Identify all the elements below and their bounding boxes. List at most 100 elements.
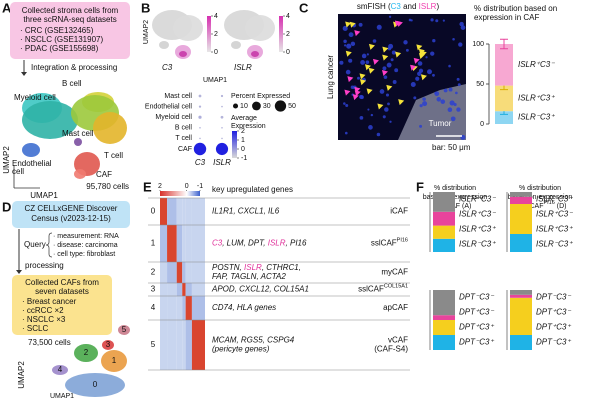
nucleus	[343, 44, 347, 47]
column-label: C3	[195, 158, 206, 167]
heatmap-block	[185, 296, 192, 320]
arrowhead-marker	[368, 67, 375, 74]
bar-segment	[433, 290, 455, 316]
nucleus	[388, 15, 392, 18]
nucleus	[391, 50, 396, 55]
arrowhead-marker	[382, 46, 389, 53]
dot	[198, 115, 202, 119]
bar-segment	[433, 225, 455, 239]
column-label: ISLR	[213, 158, 231, 167]
nucleus	[418, 68, 424, 73]
source-box	[12, 201, 130, 228]
nucleus	[456, 107, 461, 112]
bar-segment	[433, 335, 455, 350]
row-label: Mast cell	[164, 93, 192, 100]
heatmap-block	[167, 320, 177, 370]
nucleus	[447, 107, 453, 113]
scale-label: bar: 50 μm	[432, 143, 471, 152]
heatmap-block	[176, 296, 183, 320]
bar-segment	[510, 196, 532, 204]
nucleus	[368, 125, 373, 130]
nucleus	[357, 76, 360, 80]
segment-label: ISLR⁺C3⁺	[536, 225, 573, 234]
chart-title: expression in CAF	[474, 13, 539, 22]
text-part: , LUM, DPT,	[222, 239, 268, 248]
text-part: sslCAF	[358, 285, 384, 294]
gene-list: C3, LUM, DPT, ISLR, PI16	[212, 239, 307, 248]
heatmap-block	[176, 320, 183, 370]
tick-label: 0	[286, 49, 290, 56]
nucleus	[413, 96, 417, 100]
nucleus	[457, 83, 461, 87]
nucleus	[458, 42, 463, 47]
criterion: · disease: carcinoma	[53, 242, 118, 249]
panel-letter: A	[2, 0, 12, 15]
bar-segment	[433, 238, 455, 252]
nucleus	[385, 93, 390, 97]
nucleus	[459, 21, 464, 27]
cluster-label: B cell	[62, 79, 82, 88]
cluster-number: 5	[151, 340, 156, 349]
column-header: key upregulated genes	[212, 185, 293, 194]
heatmap-block	[167, 262, 177, 283]
heatmap-block	[185, 225, 192, 262]
cluster-number: 1	[151, 239, 156, 248]
nucleus	[348, 58, 353, 63]
arrow-head	[16, 270, 22, 274]
heatmap-block	[191, 198, 205, 225]
panel-letter: C	[299, 0, 309, 15]
cluster-label: Mast cell	[62, 129, 94, 138]
row-label: Endothelial cell	[145, 103, 193, 110]
nucleus	[346, 43, 352, 49]
gene-list: FAP, TAGLN, ACTA2	[212, 272, 286, 281]
legend-title: Average	[231, 115, 257, 122]
colorbar	[232, 131, 237, 158]
cluster-name: sslCAFCOL15A1	[358, 284, 408, 294]
heatmap-block	[167, 296, 177, 320]
dataset: · Breast cancer	[22, 297, 77, 306]
heatmap-block	[182, 262, 186, 283]
tick-label: 50	[476, 81, 484, 88]
cluster-label: 4	[58, 365, 63, 374]
dataset-box	[10, 2, 130, 59]
dot	[220, 94, 224, 98]
legend-title: Percent Expressed	[231, 93, 290, 100]
text-part: myCAF	[381, 268, 408, 277]
text-part: , PI16	[286, 239, 307, 248]
text-part: ISLR	[244, 263, 262, 272]
dot	[215, 142, 229, 156]
gene-list: MCAM, RGS5, CSPG4	[212, 336, 295, 345]
arrowhead-marker	[364, 64, 371, 71]
umap-cluster	[93, 112, 127, 144]
text-part: IL1R1, CXCL1, IL6	[212, 207, 280, 216]
segment-label: DPT⁻C3⁺	[536, 338, 571, 347]
tick-label: 2	[241, 128, 245, 135]
bar-segment	[433, 211, 455, 226]
tick-label: 1	[241, 137, 245, 144]
heatmap-block	[191, 262, 205, 283]
dot	[221, 137, 223, 140]
cluster-name: sslCAFPI16	[371, 238, 408, 248]
nucleus	[339, 60, 344, 65]
nucleus	[386, 62, 392, 68]
cluster-label: Endothelial	[12, 159, 52, 168]
nucleus	[419, 124, 423, 128]
bar-segment	[495, 111, 513, 124]
nucleus	[366, 53, 369, 56]
row-label: T cell	[175, 135, 192, 142]
segment-label: ISLR⁺C3⁻	[518, 60, 555, 69]
nucleus	[434, 91, 437, 95]
heatmap-block	[160, 198, 168, 225]
arrow-head	[21, 72, 27, 76]
column-title: % distribution	[434, 185, 476, 192]
panel-letter: E	[143, 179, 152, 194]
column-title: based on expression	[508, 194, 573, 201]
cluster-name: iCAF	[390, 207, 408, 216]
dot	[193, 142, 207, 156]
dot	[199, 127, 201, 129]
heatmap-block	[160, 283, 168, 296]
cluster-number: 0	[151, 207, 156, 216]
text-part: based on expression	[423, 194, 488, 201]
nucleus	[389, 120, 392, 123]
text-part: % distribution	[519, 185, 561, 192]
